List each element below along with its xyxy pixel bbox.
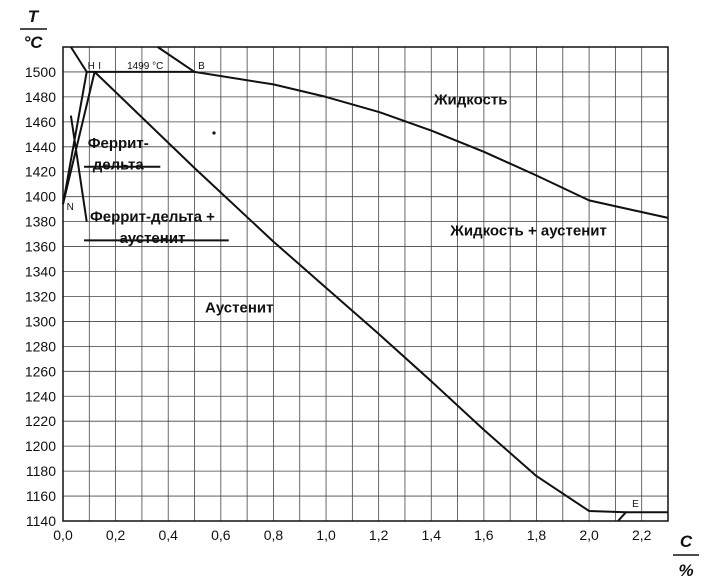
y-tick-label: 1180 <box>26 463 56 479</box>
y-tick-label: 1200 <box>25 438 56 454</box>
y-tick-label: 1380 <box>25 214 56 230</box>
y-tick-label: 1160 <box>26 488 56 504</box>
speck-dot <box>212 131 216 135</box>
y-tick-label: 1360 <box>25 239 56 255</box>
y-tick-label: 1420 <box>25 164 56 180</box>
x-tick-label: 1,2 <box>369 527 389 543</box>
y-tick-label: 1300 <box>25 313 56 329</box>
y-tick-label: 1240 <box>25 388 56 404</box>
y-tick-label: 1460 <box>25 114 56 130</box>
x-tick-label: 0,8 <box>264 527 284 543</box>
point-label: H <box>88 61 95 72</box>
x-tick-label: 0,6 <box>211 527 231 543</box>
region-label: Аустенит <box>205 300 273 317</box>
phase-line-5 <box>62 71 96 205</box>
x-tick-label: 2,2 <box>632 527 652 543</box>
point-labels: H I 1499 °C B N E <box>67 61 640 510</box>
point-label: N <box>67 202 74 213</box>
plot-frame <box>62 46 669 522</box>
y-tick-label: 1220 <box>25 413 56 429</box>
point-label: B <box>198 61 205 72</box>
x-tick-label: 1,8 <box>527 527 547 543</box>
x-tick-label: 1,0 <box>316 527 336 543</box>
point-label: 1499 °C <box>127 61 163 72</box>
y-tick-label: 1480 <box>25 89 56 105</box>
y-tick-label: 1400 <box>25 189 56 205</box>
phase-line-2 <box>194 70 669 219</box>
x-tick-label: 0,2 <box>106 527 126 543</box>
phase-boundary-lines <box>62 46 669 522</box>
x-tick-label: 1,4 <box>422 527 442 543</box>
x-tick-label: 0,4 <box>158 527 178 543</box>
phase-line-1 <box>157 46 196 73</box>
point-label: E <box>632 499 639 510</box>
grid-lines <box>62 47 669 522</box>
y-tick-label: 1500 <box>25 64 56 80</box>
x-tick-label: 2,0 <box>579 527 599 543</box>
y-tick-label: 1320 <box>25 288 56 304</box>
phase-line-7 <box>93 71 626 514</box>
region-label: Жидкость <box>433 91 507 108</box>
y-axis-label-numerator: T <box>28 7 40 26</box>
region-labels: Жидкость Феррит-дельта Феррит-дельта + ауст… <box>88 91 607 316</box>
x-tick-labels: 0,0 0,2 0,4 0,6 0,8 1,0 1,2 1,4 1,6 1,8 2,0 2,2 <box>53 527 651 543</box>
x-axis-label-numerator: C <box>680 532 693 551</box>
point-label: I <box>98 61 101 72</box>
y-tick-label: 1440 <box>25 139 56 155</box>
y-tick-label: 1140 <box>26 513 56 529</box>
phase-line-0 <box>70 46 88 73</box>
phase-line-8 <box>617 511 668 522</box>
region-label: аустенит <box>119 230 185 247</box>
region-label: Феррит-дельта + <box>90 209 215 226</box>
label-underlines <box>84 165 229 242</box>
region-label: Феррит- <box>88 135 149 152</box>
y-tick-label: 1340 <box>25 264 56 280</box>
y-tick-labels: 1140 1160 1180 1200 1220 1240 1260 1280 1300 1320… <box>25 64 56 529</box>
y-axis-label-denominator: °C <box>23 33 43 52</box>
y-tick-label: 1260 <box>25 363 56 379</box>
x-tick-label: 0,0 <box>53 527 73 543</box>
region-label: Жидкость + аустенит <box>449 222 607 239</box>
region-label: дельта <box>93 156 145 173</box>
x-tick-label: 1,6 <box>474 527 494 543</box>
x-axis-label-denominator: % <box>678 561 693 580</box>
y-tick-label: 1280 <box>25 338 56 354</box>
phase-line-6 <box>69 115 88 222</box>
